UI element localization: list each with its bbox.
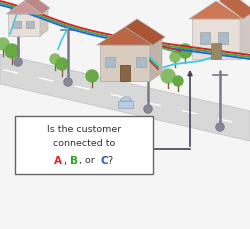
Text: Is the customer: Is the customer	[47, 125, 121, 134]
Polygon shape	[240, 12, 250, 60]
Polygon shape	[189, 2, 243, 20]
Circle shape	[5, 45, 19, 59]
Polygon shape	[120, 98, 132, 101]
Polygon shape	[0, 55, 250, 141]
Polygon shape	[219, 0, 250, 20]
Polygon shape	[6, 2, 42, 15]
Bar	[105, 58, 115, 68]
Bar	[211, 44, 221, 60]
Polygon shape	[118, 101, 133, 109]
Bar	[200, 33, 210, 45]
Circle shape	[14, 59, 22, 67]
Text: ?: ?	[108, 155, 112, 165]
Circle shape	[56, 59, 68, 71]
Bar	[13, 22, 21, 29]
Polygon shape	[8, 15, 40, 37]
Polygon shape	[24, 0, 50, 15]
Polygon shape	[150, 38, 162, 82]
Circle shape	[144, 106, 152, 114]
Circle shape	[170, 53, 180, 63]
Circle shape	[0, 39, 9, 51]
Text: C: C	[100, 155, 108, 165]
Circle shape	[161, 70, 175, 84]
Circle shape	[216, 123, 224, 131]
Circle shape	[173, 77, 183, 87]
Circle shape	[64, 79, 72, 87]
Circle shape	[86, 71, 98, 83]
Polygon shape	[125, 20, 165, 46]
Polygon shape	[100, 46, 150, 82]
Text: ,: ,	[64, 155, 66, 165]
Polygon shape	[192, 20, 240, 60]
FancyBboxPatch shape	[15, 117, 153, 174]
Text: A: A	[54, 155, 62, 165]
Circle shape	[178, 45, 192, 59]
Text: B: B	[70, 155, 78, 165]
Text: connected to: connected to	[53, 138, 115, 147]
Text: , or: , or	[79, 156, 95, 165]
Polygon shape	[97, 28, 153, 46]
Polygon shape	[40, 9, 48, 37]
Bar	[26, 22, 34, 29]
Bar	[218, 33, 228, 45]
Bar	[120, 66, 130, 82]
Circle shape	[50, 55, 60, 65]
Bar	[136, 58, 146, 68]
